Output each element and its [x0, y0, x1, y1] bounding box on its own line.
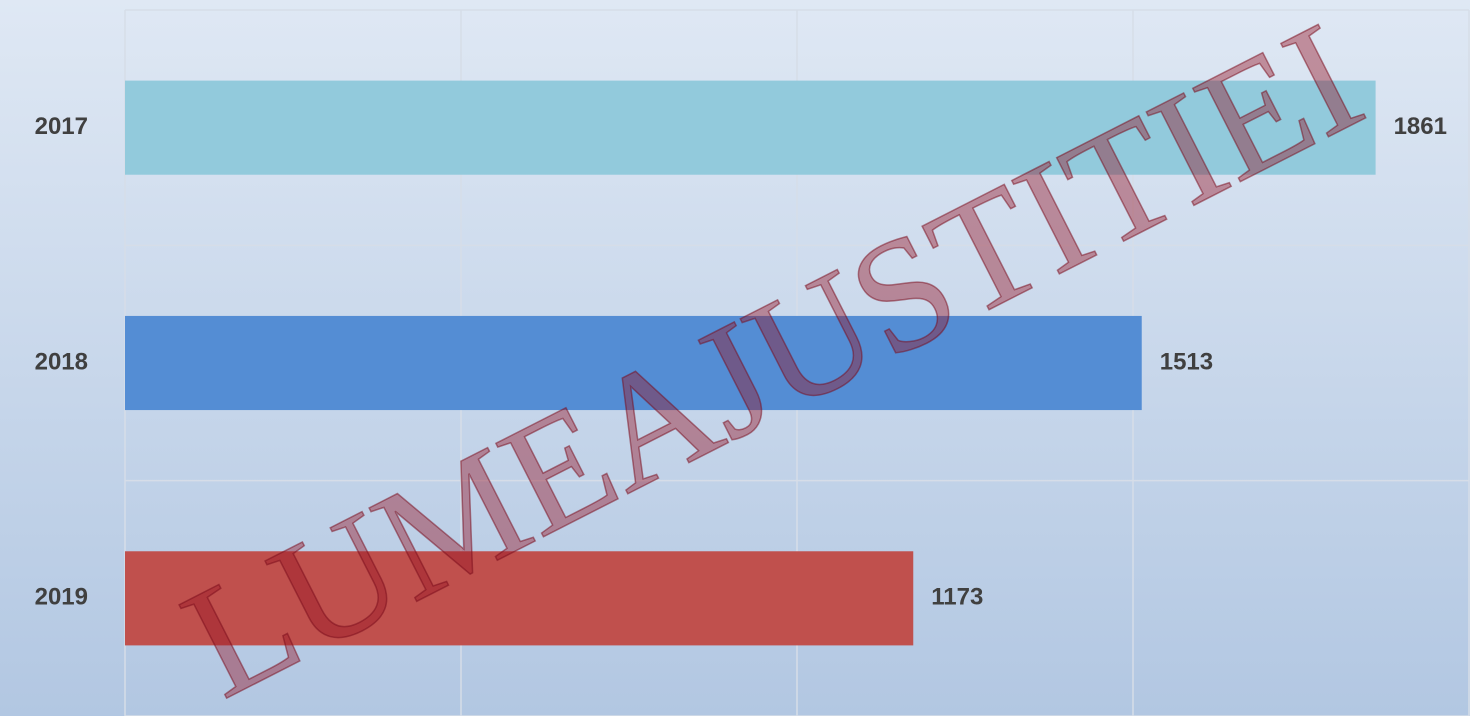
y-tick-label: 2017: [35, 113, 88, 140]
y-tick-label: 2018: [35, 348, 88, 375]
value-label: 1513: [1160, 348, 1213, 375]
bar: [125, 80, 1376, 175]
value-label: 1173: [931, 584, 983, 611]
plot-area: 2017 1861 2018 1513 2019 1173: [35, 9, 1470, 716]
bar: [125, 551, 914, 646]
value-label: 1861: [1394, 113, 1447, 140]
bar: [125, 315, 1142, 411]
y-tick-label: 2019: [35, 584, 88, 611]
